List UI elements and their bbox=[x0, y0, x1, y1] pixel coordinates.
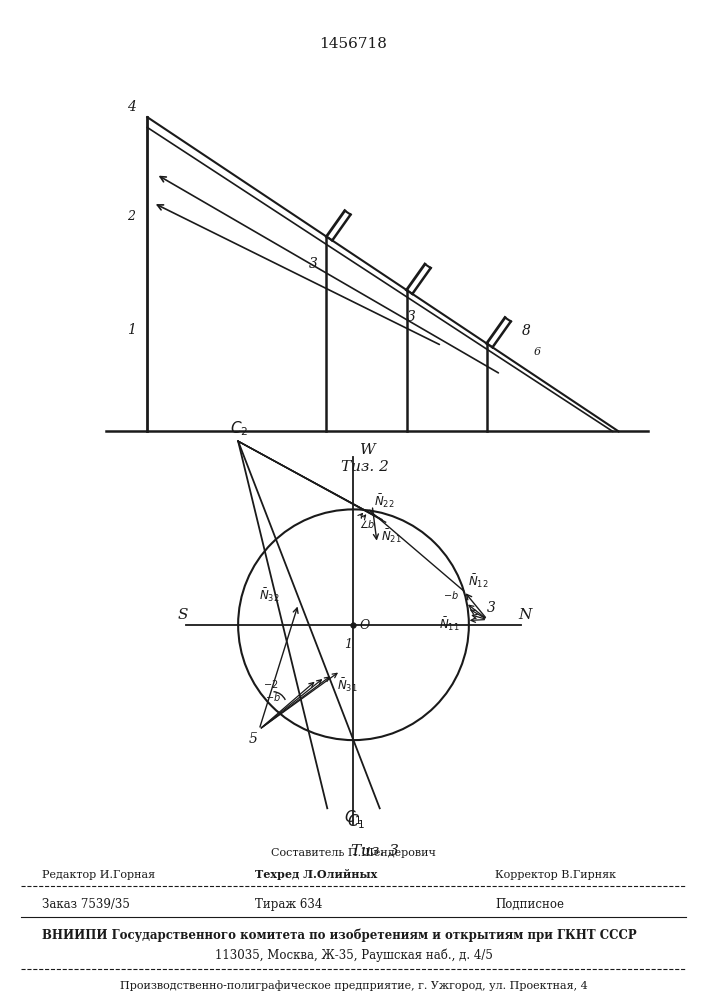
Text: ВНИИПИ Государственного комитета по изобретениям и открытиям при ГКНТ СССР: ВНИИПИ Государственного комитета по изоб… bbox=[42, 928, 637, 942]
Text: $\bar{N}_{12}$: $\bar{N}_{12}$ bbox=[468, 572, 489, 590]
Text: 5: 5 bbox=[249, 732, 257, 746]
Text: Редактор И.Горная: Редактор И.Горная bbox=[42, 870, 156, 880]
Text: $C_2$: $C_2$ bbox=[230, 419, 249, 438]
Text: Τиз. 2: Τиз. 2 bbox=[341, 460, 390, 474]
Text: $\angle b$: $\angle b$ bbox=[358, 518, 375, 530]
Text: 6: 6 bbox=[534, 347, 541, 357]
Text: 2: 2 bbox=[127, 210, 134, 223]
Text: $C_1$: $C_1$ bbox=[347, 813, 366, 831]
Text: $\bar{N}_{21}$: $\bar{N}_{21}$ bbox=[381, 527, 402, 545]
Text: 8: 8 bbox=[522, 324, 531, 338]
Text: $-b$: $-b$ bbox=[265, 691, 281, 703]
Text: 4: 4 bbox=[127, 100, 136, 114]
Text: $\bar{N}_{11}$: $\bar{N}_{11}$ bbox=[439, 615, 460, 633]
Text: $\bar{N}_{22}$: $\bar{N}_{22}$ bbox=[374, 493, 395, 510]
Text: Техред Л.Олийных: Техред Л.Олийных bbox=[255, 869, 377, 880]
Text: 1: 1 bbox=[344, 638, 352, 651]
Text: Производственно-полиграфическое предприятие, г. Ужгород, ул. Проектная, 4: Производственно-полиграфическое предприя… bbox=[119, 980, 588, 991]
Text: 3: 3 bbox=[487, 601, 496, 615]
Text: $-b$: $-b$ bbox=[443, 589, 459, 601]
Text: 1: 1 bbox=[127, 323, 136, 337]
Text: $C_1$: $C_1$ bbox=[344, 808, 363, 827]
Text: Заказ 7539/35: Заказ 7539/35 bbox=[42, 898, 130, 911]
Text: S: S bbox=[178, 608, 188, 622]
Text: $\bar{N}_{32}$: $\bar{N}_{32}$ bbox=[259, 586, 280, 604]
Text: Подписное: Подписное bbox=[495, 898, 564, 911]
Text: O: O bbox=[360, 619, 370, 632]
Text: $-2$: $-2$ bbox=[263, 678, 279, 690]
Text: 3: 3 bbox=[309, 257, 317, 271]
Text: W: W bbox=[360, 443, 375, 457]
Text: $\bar{N}_{31}$: $\bar{N}_{31}$ bbox=[337, 677, 357, 694]
Text: Корректор В.Гирняк: Корректор В.Гирняк bbox=[495, 870, 616, 880]
Text: N: N bbox=[519, 608, 532, 622]
Text: Составитель П.Шендерович: Составитель П.Шендерович bbox=[271, 848, 436, 858]
Text: Тираж 634: Тираж 634 bbox=[255, 898, 322, 911]
Text: 1456718: 1456718 bbox=[320, 37, 387, 51]
Text: 113035, Москва, Ж-35, Раушская наб., д. 4/5: 113035, Москва, Ж-35, Раушская наб., д. … bbox=[214, 948, 493, 962]
Text: Τиз. 3: Τиз. 3 bbox=[351, 844, 399, 858]
Text: 3: 3 bbox=[407, 310, 416, 324]
